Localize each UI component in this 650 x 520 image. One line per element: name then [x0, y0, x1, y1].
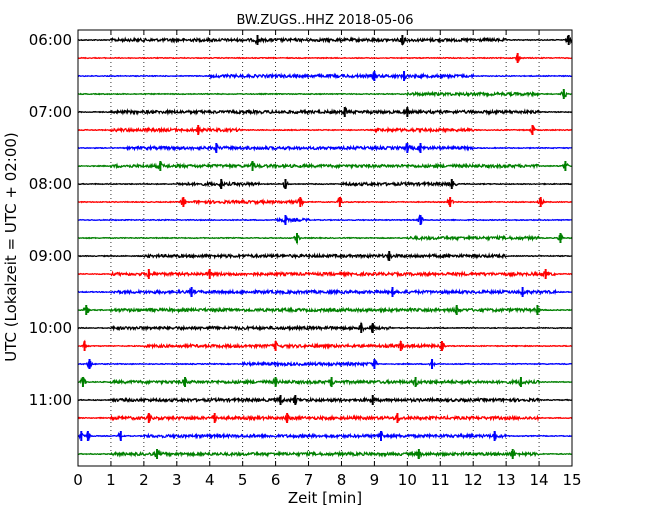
x-tick-label: 12 — [464, 471, 483, 489]
seismogram-trace — [77, 413, 573, 423]
seismogram-trace — [78, 125, 573, 134]
seismogram-trace — [77, 142, 573, 153]
seismogram-trace — [77, 213, 573, 225]
x-axis-label: Zeit [min] — [288, 489, 362, 507]
x-tick-label: 0 — [73, 471, 83, 489]
seismogram-trace — [77, 196, 573, 207]
seismogram-trace — [77, 359, 573, 369]
y-axis-label: UTC (Lokalzeit = UTC + 02:00) — [2, 132, 20, 362]
seismogram-trace — [77, 339, 573, 351]
seismogram-trace — [77, 430, 573, 441]
x-tick-label: 7 — [304, 471, 314, 489]
seismogram-trace — [77, 178, 573, 189]
x-tick-label: 2 — [139, 471, 149, 489]
x-tick-label: 13 — [497, 471, 516, 489]
seismogram-trace — [77, 376, 573, 388]
y-tick-label: 10:00 — [29, 319, 72, 337]
plot-frame — [77, 29, 573, 467]
seismogram-trace — [77, 89, 573, 98]
x-tick-label: 10 — [398, 471, 417, 489]
seismogram-trace — [77, 34, 573, 46]
seismogram-trace — [77, 287, 573, 298]
x-tick-label: 9 — [370, 471, 380, 489]
chart-title: BW.ZUGS..HHZ 2018-05-06 — [236, 13, 413, 28]
x-tick-label: 4 — [205, 471, 215, 489]
x-tick-label: 8 — [337, 471, 347, 489]
seismogram-trace — [78, 306, 573, 315]
x-tick-label: 1 — [106, 471, 116, 489]
y-ticks: 06:00 07:00 08:00 09:00 10:00 11:00 — [29, 31, 572, 409]
seismogram-trace — [78, 71, 573, 81]
seismogram-trace — [77, 54, 573, 62]
y-tick-label: 06:00 — [29, 31, 72, 49]
seismogram-trace — [77, 396, 573, 405]
seismogram-trace — [77, 269, 573, 278]
seismogram-trace — [78, 233, 573, 246]
seismogram-trace — [78, 161, 573, 170]
seismogram-trace — [77, 449, 572, 460]
x-tick-label: 5 — [238, 471, 248, 489]
traces — [77, 34, 573, 460]
y-tick-label: 07:00 — [29, 103, 72, 121]
y-tick-label: 08:00 — [29, 175, 72, 193]
x-tick-label: 6 — [271, 471, 281, 489]
x-tick-label: 3 — [172, 471, 182, 489]
grid-lines — [110, 30, 540, 466]
y-tick-label: 11:00 — [29, 391, 72, 409]
seismogram-trace — [77, 321, 573, 334]
x-tick-label: 14 — [530, 471, 549, 489]
y-tick-label: 09:00 — [29, 247, 72, 265]
x-tick-label: 15 — [562, 471, 581, 489]
x-ticks: 0 1 2 3 4 5 6 7 8 9 10 11 12 13 14 15 — [73, 30, 582, 489]
seismogram-trace — [77, 106, 573, 116]
seismogram-trace — [78, 251, 573, 261]
x-tick-label: 11 — [431, 471, 450, 489]
